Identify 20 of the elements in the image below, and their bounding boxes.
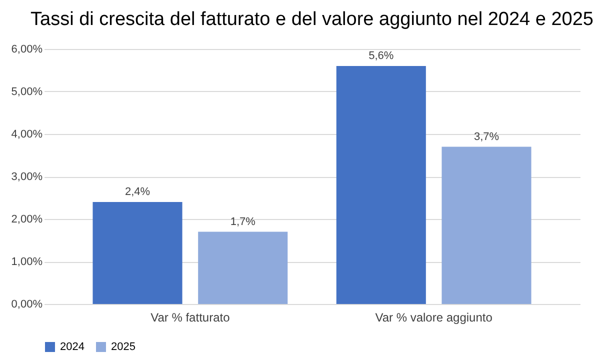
x-tick-label: Var % valore aggiunto xyxy=(375,310,493,324)
y-tick-label: 0,00% xyxy=(11,298,43,310)
data-label: 5,6% xyxy=(368,50,394,62)
y-tick-label: 2,00% xyxy=(11,214,43,226)
y-tick-label: 5,00% xyxy=(11,86,43,98)
y-tick-label: 6,00% xyxy=(11,44,43,56)
x-tick-label: Var % fatturato xyxy=(150,310,230,324)
y-tick-label: 4,00% xyxy=(11,128,43,140)
data-label: 2,4% xyxy=(124,186,150,198)
legend-label: 2024 xyxy=(60,341,84,353)
bar xyxy=(92,202,182,304)
legend-label: 2025 xyxy=(111,341,136,353)
chart-title: Tassi di crescita del fatturato e del valore aggiunto nel 2024 e 2025 xyxy=(30,9,594,30)
data-label: 3,7% xyxy=(474,130,500,143)
y-tick-label: 3,00% xyxy=(11,171,43,183)
bar xyxy=(198,232,288,304)
bar xyxy=(442,146,532,304)
bar xyxy=(336,66,426,304)
y-tick-label: 1,00% xyxy=(11,256,43,268)
data-label: 1,7% xyxy=(230,216,256,228)
